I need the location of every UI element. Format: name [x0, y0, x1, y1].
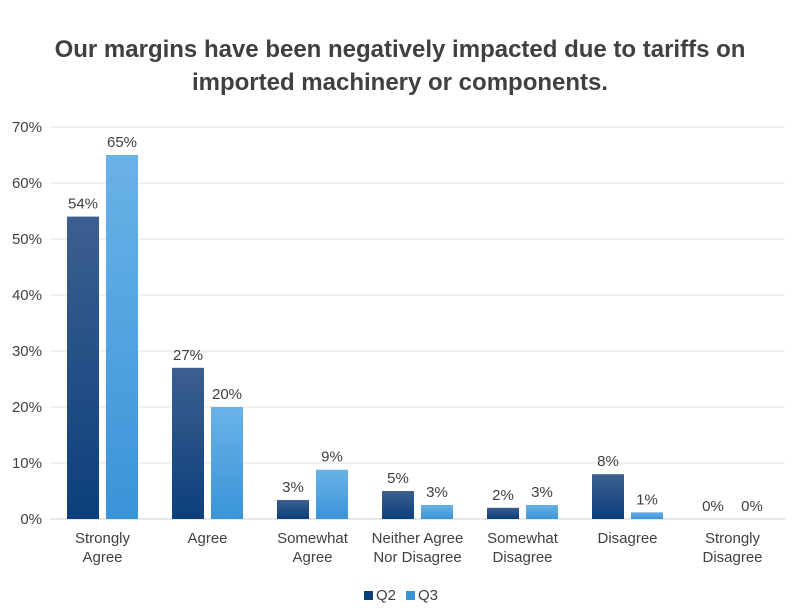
bar-q3: [631, 512, 663, 519]
bar-q2: [172, 367, 204, 519]
chart-title-line: imported machinery or components.: [191, 69, 609, 96]
bar-q2: [382, 491, 414, 519]
y-axis: 0% 10% 20% 30% 40% 50% 60% 70%: [12, 119, 42, 528]
data-label: 1%: [636, 491, 658, 508]
category-label: Strongly Agree: [75, 530, 131, 566]
legend: Q2 Q3: [364, 587, 438, 604]
category-label: Neither Agree Nor Disagree: [372, 530, 464, 566]
bar-q3: [526, 505, 558, 519]
data-label: 65%: [107, 134, 137, 151]
x-axis: Strongly Agree Agree Somewhat Agree Neither A…: [75, 530, 763, 566]
y-tick-label: 20%: [12, 399, 42, 416]
data-label: 3%: [531, 484, 553, 501]
data-label: 3%: [426, 484, 448, 501]
bar-q2: [67, 216, 99, 519]
y-tick-label: 40%: [12, 287, 42, 304]
data-label: 3%: [282, 479, 304, 496]
bar-q3: [316, 469, 348, 519]
category-label: Agree: [187, 530, 227, 547]
data-label: 8%: [597, 453, 619, 470]
bars: 54% 65% 27% 20% 3% 9% 5% 3% 2% 3% 8% 1% 0% 0%: [67, 134, 763, 519]
y-tick-label: 60%: [12, 175, 42, 192]
data-label: 9%: [321, 449, 343, 466]
y-tick-label: 70%: [12, 119, 42, 136]
y-tick-label: 30%: [12, 343, 42, 360]
y-tick-label: 50%: [12, 231, 42, 248]
legend-swatch: [364, 591, 373, 600]
category-label: Somewhat Disagree: [487, 530, 559, 566]
chart-title-line: Our margins have been negatively impacte…: [54, 36, 746, 63]
bar-q2: [592, 474, 624, 519]
category-label: Disagree: [597, 530, 657, 547]
chart-title: Our margins have been negatively impacte…: [40, 33, 760, 99]
bar-q3: [421, 505, 453, 519]
data-label: 54%: [68, 196, 98, 213]
data-label: 5%: [387, 470, 409, 487]
data-label: 0%: [702, 498, 724, 515]
legend-label: Q3: [418, 587, 438, 604]
bar-q3: [106, 155, 138, 519]
bar-q2: [487, 507, 519, 519]
y-tick-label: 10%: [12, 455, 42, 472]
data-label: 0%: [741, 498, 763, 515]
category-label: Strongly Disagree: [702, 530, 762, 566]
legend-label: Q2: [376, 587, 396, 604]
y-tick-label: 0%: [20, 511, 42, 528]
data-label: 20%: [212, 386, 242, 403]
bar-q2: [277, 499, 309, 519]
legend-swatch: [406, 591, 415, 600]
category-label: Somewhat Agree: [277, 530, 349, 566]
data-label: 27%: [173, 347, 203, 364]
data-label: 2%: [492, 487, 514, 504]
bar-q3: [211, 407, 243, 519]
grid-lines: [50, 126, 785, 520]
